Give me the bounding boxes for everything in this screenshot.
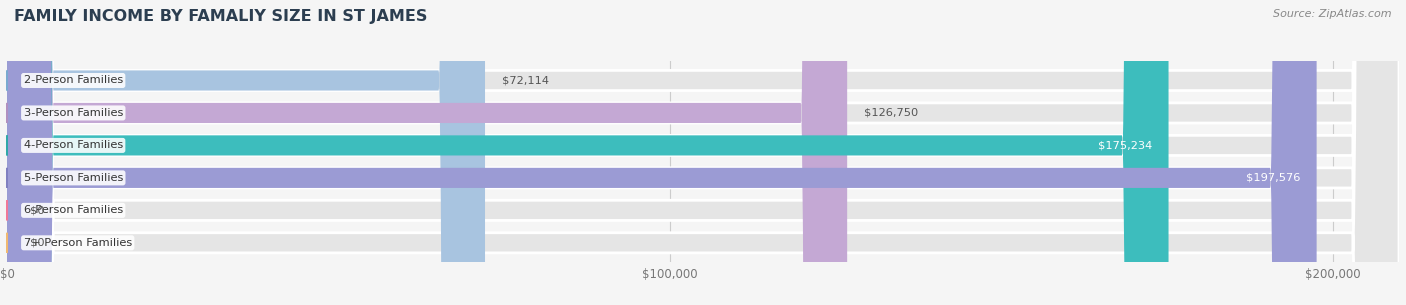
Text: $0: $0 <box>31 205 45 215</box>
Text: $197,576: $197,576 <box>1246 173 1301 183</box>
FancyBboxPatch shape <box>7 0 1399 305</box>
FancyBboxPatch shape <box>7 0 1399 305</box>
Text: $0: $0 <box>31 238 45 248</box>
Text: 7+ Person Families: 7+ Person Families <box>24 238 132 248</box>
FancyBboxPatch shape <box>7 0 1316 305</box>
FancyBboxPatch shape <box>7 0 1399 305</box>
FancyBboxPatch shape <box>7 0 485 305</box>
FancyBboxPatch shape <box>7 0 1399 305</box>
Text: 3-Person Families: 3-Person Families <box>24 108 122 118</box>
FancyBboxPatch shape <box>7 0 1168 305</box>
Text: $126,750: $126,750 <box>863 108 918 118</box>
Text: 6-Person Families: 6-Person Families <box>24 205 122 215</box>
Text: 5-Person Families: 5-Person Families <box>24 173 122 183</box>
Text: Source: ZipAtlas.com: Source: ZipAtlas.com <box>1274 9 1392 19</box>
Text: 4-Person Families: 4-Person Families <box>24 140 122 150</box>
FancyBboxPatch shape <box>7 0 1399 305</box>
Text: FAMILY INCOME BY FAMALIY SIZE IN ST JAMES: FAMILY INCOME BY FAMALIY SIZE IN ST JAME… <box>14 9 427 24</box>
Text: $72,114: $72,114 <box>502 75 548 85</box>
FancyBboxPatch shape <box>7 0 848 305</box>
Text: $175,234: $175,234 <box>1098 140 1152 150</box>
Text: 2-Person Families: 2-Person Families <box>24 75 122 85</box>
FancyBboxPatch shape <box>7 0 1399 305</box>
